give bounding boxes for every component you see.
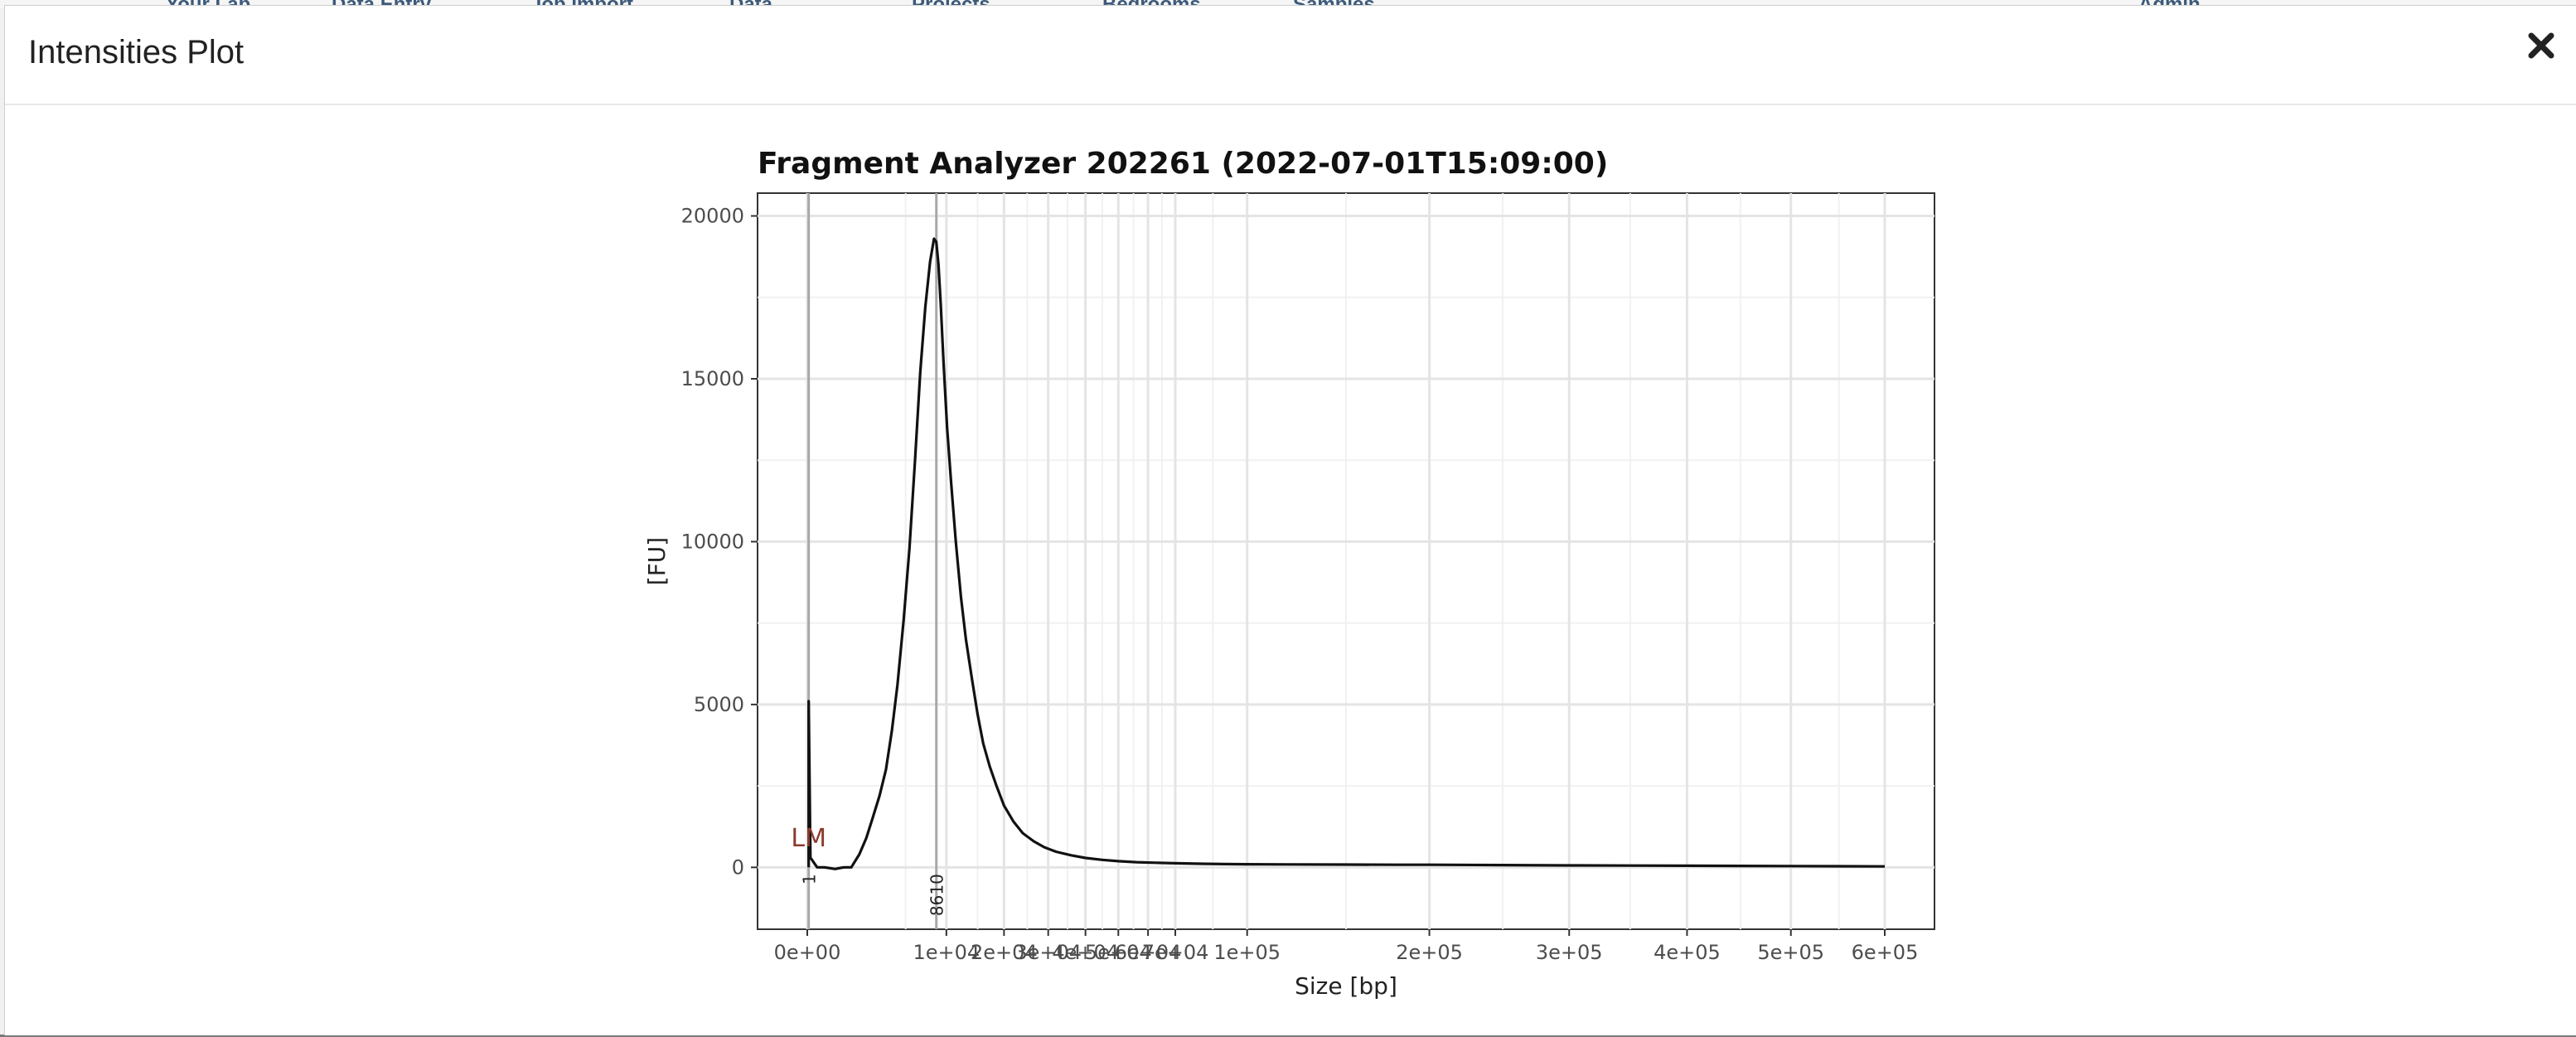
x-tick-label: 3e+05 — [1536, 941, 1603, 964]
nav-item[interactable]: Your Lab — [166, 0, 250, 8]
x-tick-label: 4e+05 — [1654, 941, 1721, 964]
annotations: LM 1 8610 — [791, 824, 947, 916]
plot-area: Fragment Analyzer 202261 (2022-07-01T15:… — [5, 105, 2574, 1037]
modal-title: Intensities Plot — [28, 34, 245, 70]
x-tick-label: 3e+04 — [1014, 941, 1082, 964]
nav-item[interactable]: Admin — [2138, 0, 2201, 8]
x-tick-label: 7e+04 — [1142, 941, 1209, 964]
x-tick-label: 1e+04 — [913, 941, 980, 964]
x-tick-label: 4e+04 — [1052, 941, 1119, 964]
y-tick-label: 15000 — [681, 367, 744, 390]
nav-item[interactable]: Data — [729, 0, 772, 8]
annotation-label: 1 — [800, 874, 820, 884]
x-tick-label: 5e+04 — [1085, 941, 1152, 964]
nav-item[interactable]: Data Entry — [332, 0, 431, 8]
x-tick-label: 0e+00 — [774, 941, 841, 964]
close-button[interactable] — [2526, 31, 2556, 61]
x-tick-label: 2e+04 — [971, 941, 1038, 964]
y-tick-label: 0 — [732, 855, 744, 879]
annotation-label: 8610 — [927, 874, 947, 916]
close-icon — [2528, 32, 2554, 59]
x-tick-label: 5e+05 — [1757, 941, 1824, 964]
y-axis-ticks: 0 5000 10000 15000 20000 — [681, 205, 758, 879]
x-tick-label: 2e+05 — [1396, 941, 1463, 964]
x-tick-label: 6e+05 — [1852, 941, 1919, 964]
background-page-edge — [0, 8, 5, 1035]
annotation-label: LM — [791, 824, 826, 853]
modal-header: Intensities Plot — [5, 6, 2576, 105]
intensities-chart: Fragment Analyzer 202261 (2022-07-01T15:… — [643, 147, 1935, 1000]
x-tick-label: 1e+05 — [1213, 941, 1281, 964]
nav-item[interactable]: Samples — [1293, 0, 1375, 8]
nav-item[interactable]: Projects — [912, 0, 990, 8]
y-tick-label: 10000 — [681, 530, 744, 553]
intensities-plot-modal: Intensities Plot Fragment Analyzer 20226… — [4, 5, 2576, 1035]
nav-item[interactable]: Bedrooms — [1102, 0, 1201, 8]
grid-lines — [758, 193, 1934, 929]
y-tick-label: 20000 — [681, 205, 744, 228]
y-tick-label: 5000 — [694, 693, 744, 716]
x-axis-ticks: 0e+00 1e+042e+043e+044e+045e+046e+047e+04… — [774, 929, 1919, 964]
x-axis-label: Size [bp] — [1295, 972, 1397, 1000]
x-tick-label: 6e+04 — [1115, 941, 1182, 964]
nav-item[interactable]: Job Import — [530, 0, 633, 8]
chart-title: Fragment Analyzer 202261 (2022-07-01T15:… — [758, 147, 1608, 181]
y-axis-label: [FU] — [643, 537, 671, 585]
series-line — [807, 237, 1886, 870]
